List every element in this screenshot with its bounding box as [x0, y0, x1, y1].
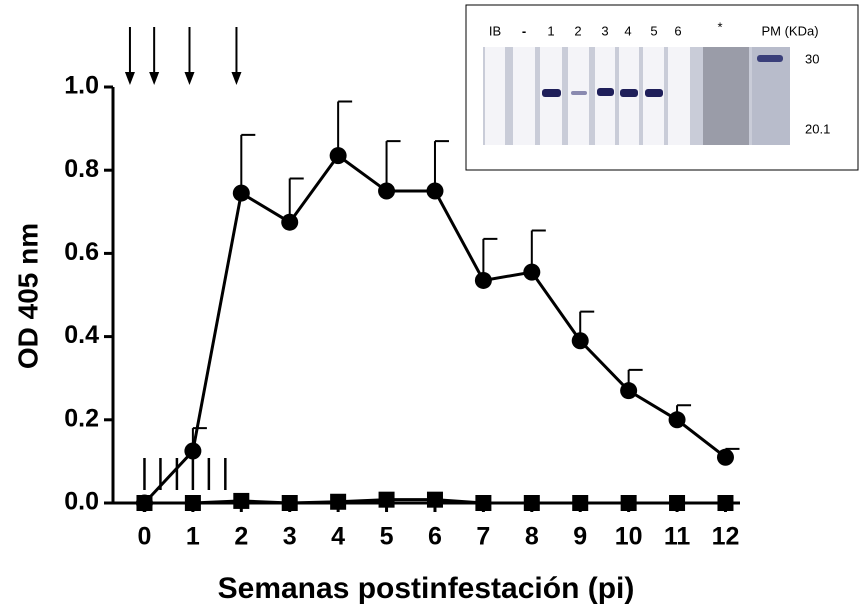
arrow — [231, 27, 241, 85]
circle-marker — [669, 411, 686, 428]
x-tick-label: 9 — [573, 523, 587, 551]
x-tick-label: 2 — [234, 523, 248, 551]
circle-marker — [717, 449, 734, 466]
y-axis-title: OD 405 nm — [12, 223, 43, 369]
square-marker — [379, 492, 395, 508]
square-marker — [427, 492, 443, 508]
lane-label: 3 — [601, 23, 608, 38]
square-marker — [233, 493, 249, 509]
lane-label: 4 — [624, 23, 631, 38]
x-tick-label: 0 — [138, 523, 152, 551]
x-tick-label: 11 — [664, 523, 691, 551]
lane-label: 6 — [674, 23, 681, 38]
x-tick-label: 7 — [476, 523, 490, 551]
circle-marker — [572, 332, 589, 349]
x-tick-label: 4 — [331, 523, 345, 551]
x-tick-label: 1 — [186, 523, 200, 551]
x-axis-title: Semanas postinfestación (pi) — [218, 572, 635, 605]
y-tick-label: 0.6 — [64, 238, 99, 266]
lane-label: 2 — [574, 23, 581, 38]
series-line — [144, 156, 725, 503]
x-tick-label: 12 — [712, 523, 740, 551]
circle-marker — [281, 214, 298, 231]
square-marker — [136, 495, 152, 511]
lane-label: 5 — [650, 23, 657, 38]
square-marker — [330, 494, 346, 510]
circle-marker — [378, 183, 395, 200]
square-marker — [669, 495, 685, 511]
circle-marker — [233, 185, 250, 202]
chart: OD 405 nm Semanas postinfestación (pi) 0… — [0, 0, 862, 610]
y-tick-label: 0.8 — [64, 155, 99, 183]
circle-marker — [523, 264, 540, 281]
arrow — [125, 27, 135, 85]
y-tick-label: 0.0 — [64, 488, 99, 516]
square-marker — [185, 495, 201, 511]
x-tick-label: 8 — [525, 523, 539, 551]
lane-label: 1 — [547, 23, 554, 38]
lane-label: * — [717, 19, 722, 34]
x-tick-label: 10 — [615, 523, 643, 551]
marker-label: 30 — [805, 51, 819, 66]
square-marker — [621, 495, 637, 511]
lane-star — [703, 47, 749, 145]
circle-marker — [426, 183, 443, 200]
circle-marker — [330, 147, 347, 164]
y-tick-label: 0.4 — [64, 321, 99, 349]
lane-label: PM (KDa) — [761, 23, 818, 38]
circle-marker — [184, 443, 201, 460]
square-marker — [475, 495, 491, 511]
x-tick-label: 6 — [428, 523, 442, 551]
error-bar — [241, 135, 255, 193]
y-tick-label: 1.0 — [64, 72, 99, 100]
y-tick-label: 0.2 — [64, 404, 99, 432]
square-marker — [524, 495, 540, 511]
square-marker — [282, 495, 298, 511]
square-marker — [717, 495, 733, 511]
circle-marker — [475, 272, 492, 289]
marker-label: 20.1 — [805, 121, 830, 136]
arrow — [149, 27, 159, 85]
square-marker — [572, 495, 588, 511]
x-tick-label: 3 — [283, 523, 297, 551]
arrow — [184, 27, 194, 85]
lane-label: IB — [489, 23, 501, 38]
x-tick-label: 5 — [380, 523, 394, 551]
circle-marker — [620, 382, 637, 399]
lane-label: - — [522, 23, 526, 38]
